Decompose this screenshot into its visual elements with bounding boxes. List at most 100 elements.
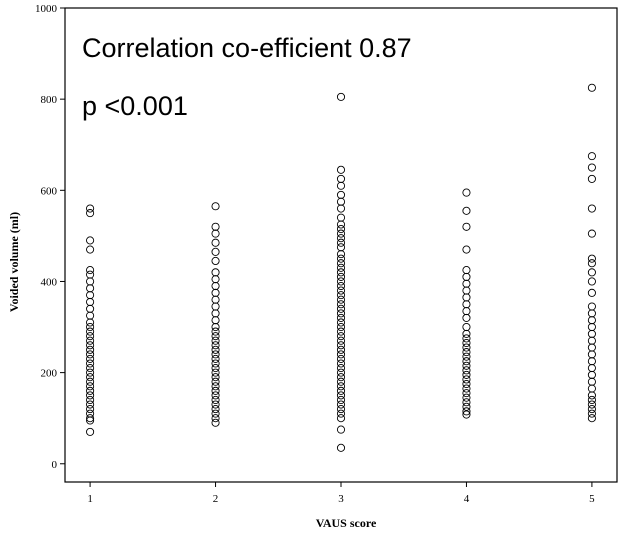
data-point [336, 197, 346, 206]
data-point [462, 361, 471, 370]
data-point [86, 322, 95, 332]
data-point [462, 384, 471, 393]
data-point [86, 284, 95, 293]
data-point [336, 277, 346, 286]
data-point [86, 345, 95, 354]
data-point [86, 209, 95, 218]
data-point [336, 368, 346, 377]
data-point [336, 341, 346, 350]
data-points [86, 83, 596, 452]
data-point [211, 222, 220, 231]
data-point [336, 395, 346, 405]
data-point [336, 322, 346, 332]
x-tick-label: 3 [338, 493, 344, 505]
data-point [211, 322, 220, 332]
data-point [462, 245, 471, 254]
data-point [462, 393, 471, 402]
data-point [336, 409, 346, 418]
data-point [86, 416, 95, 425]
data-point [587, 316, 596, 325]
data-point [211, 336, 220, 345]
data-point [86, 377, 95, 386]
data-point [211, 281, 220, 291]
data-point [86, 359, 95, 368]
data-point [86, 266, 95, 275]
data-point [86, 277, 95, 286]
data-point [86, 297, 95, 307]
y-tick-label: 0 [52, 459, 58, 471]
data-point [462, 343, 471, 352]
data-point [211, 229, 220, 238]
data-point [211, 327, 220, 336]
data-point [211, 350, 220, 359]
data-point [86, 270, 95, 279]
data-point [462, 370, 471, 379]
data-point [211, 368, 220, 377]
data-point [462, 410, 471, 419]
data-point [587, 83, 596, 92]
data-point [211, 341, 220, 350]
data-point [462, 322, 471, 332]
data-point [587, 409, 596, 418]
data-point [587, 329, 596, 338]
data-point [336, 250, 346, 259]
data-point [86, 395, 95, 405]
data-point [336, 364, 346, 373]
plot-frame [64, 7, 618, 483]
data-point [211, 354, 220, 363]
data-point [336, 313, 346, 322]
data-point [462, 279, 471, 288]
data-point [336, 174, 346, 183]
data-point [587, 229, 596, 238]
data-point [86, 391, 95, 400]
data-point [86, 311, 95, 320]
data-point [211, 373, 220, 382]
data-point [211, 377, 220, 386]
data-point [587, 309, 596, 318]
data-point [211, 309, 220, 318]
data-point [336, 268, 346, 277]
data-point [336, 300, 346, 309]
data-point [587, 174, 596, 183]
data-point [336, 373, 346, 382]
data-point [587, 336, 596, 345]
y-tick-label: 400 [41, 276, 58, 288]
data-point [211, 409, 220, 418]
data-point [336, 336, 346, 345]
data-point [587, 268, 596, 277]
data-point [86, 350, 95, 359]
data-point [336, 359, 346, 368]
data-point [336, 354, 346, 363]
data-point [462, 222, 471, 231]
data-point [336, 405, 346, 414]
data-point [462, 272, 471, 281]
data-point [336, 229, 346, 238]
data-point [587, 400, 596, 409]
data-point [587, 254, 596, 263]
data-point [462, 266, 471, 275]
data-point [587, 405, 596, 414]
data-point [86, 400, 95, 409]
data-point [587, 391, 596, 400]
data-point [211, 418, 220, 427]
data-point [211, 359, 220, 368]
data-point [211, 238, 220, 247]
data-point [462, 286, 471, 295]
data-point [587, 357, 596, 366]
data-point [211, 405, 220, 414]
data-point [462, 206, 471, 215]
x-axis-title: VAUS score [316, 516, 377, 530]
data-point [587, 302, 596, 311]
data-point [462, 348, 471, 357]
y-tick-label: 800 [41, 94, 58, 106]
data-point [211, 316, 220, 325]
data-point [587, 395, 596, 405]
data-point [211, 400, 220, 409]
data-point [336, 318, 346, 327]
data-point [336, 309, 346, 318]
data-point [336, 400, 346, 409]
y-axis-title: Voided volume (ml) [7, 212, 21, 312]
data-point [211, 386, 220, 395]
data-point [462, 402, 471, 411]
data-point [336, 391, 346, 400]
